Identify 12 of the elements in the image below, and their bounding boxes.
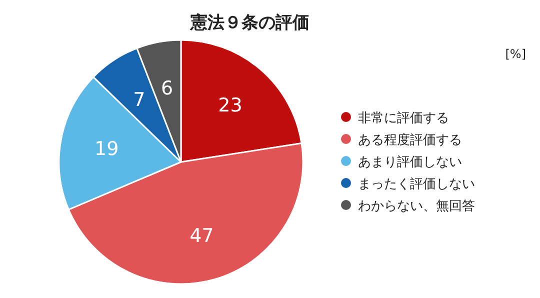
legend-label: まったく評価しない [358,177,475,192]
data-label: 47 [190,224,214,247]
chart-title: 憲法９条の評価 [190,12,310,33]
data-label: 23 [218,94,242,117]
legend-label: わからない、無回答 [358,199,475,214]
legend-label: ある程度評価する [358,132,462,148]
data-label: 7 [133,88,146,111]
text: [%] [505,47,526,61]
data-label: 19 [94,138,119,160]
legend-label: 非常に評価する [358,111,449,126]
legend-label: あまり評価しない [358,155,462,170]
data-label: 6 [161,78,174,100]
